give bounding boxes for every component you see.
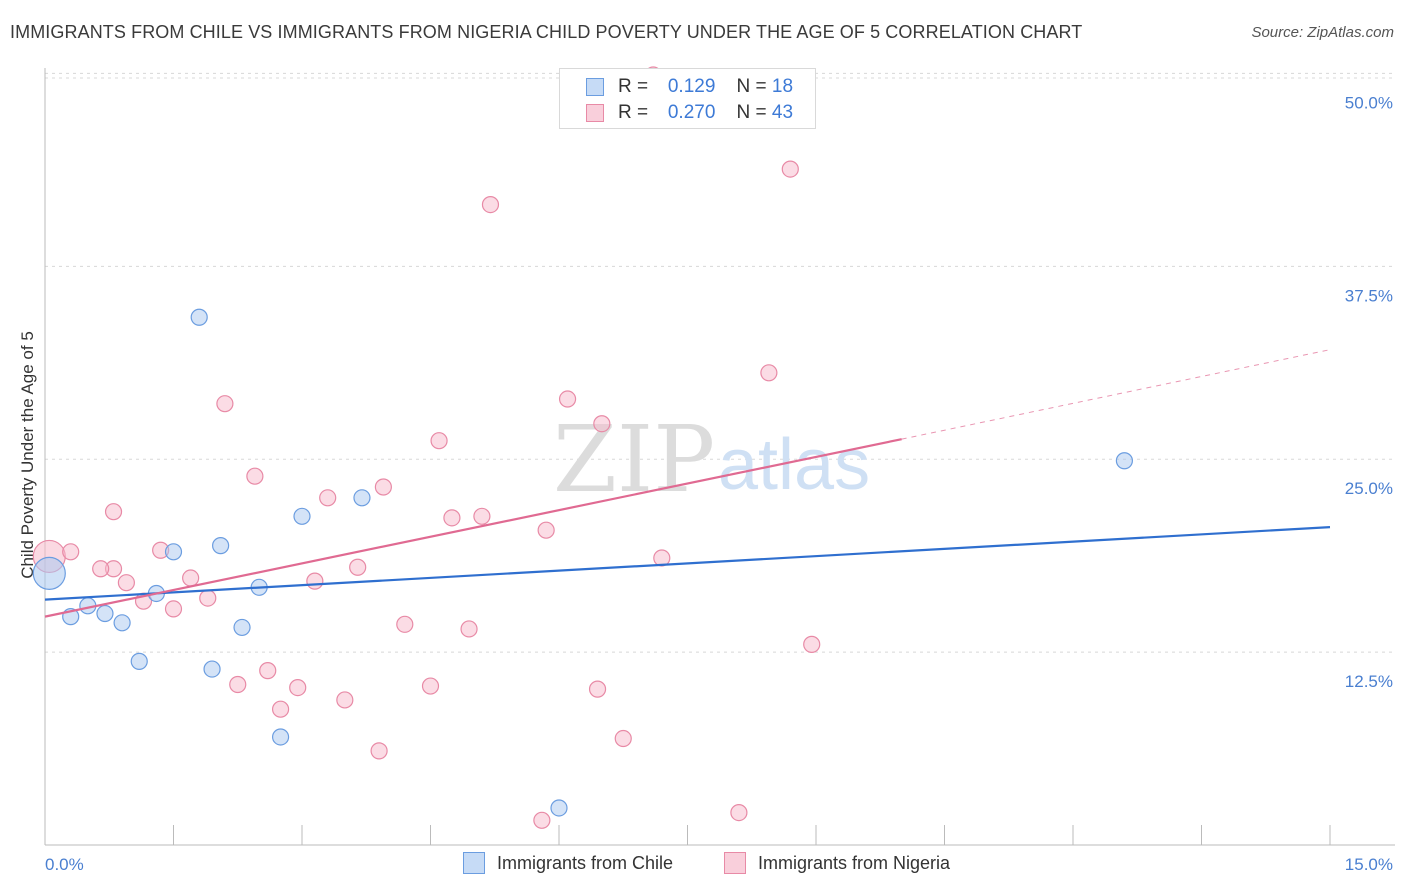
nigeria-point	[62, 543, 80, 561]
y-tick-label: 25.0%	[1345, 479, 1393, 498]
legend-swatch-nigeria	[586, 104, 604, 122]
x-tick-label: 0.0%	[45, 855, 84, 874]
x-tick-label: 15.0%	[1345, 855, 1393, 874]
chile-point	[32, 556, 66, 591]
legend-n-value-chile: 18	[771, 76, 794, 97]
chile-point	[550, 799, 568, 817]
nigeria-point	[430, 432, 448, 450]
chile-point	[96, 604, 114, 623]
nigeria-point	[730, 803, 748, 822]
legend-row-chile: R = 0.129 N = 18	[586, 74, 793, 100]
chile-point	[203, 660, 221, 678]
nigeria-point	[259, 662, 277, 680]
nigeria-point	[349, 558, 367, 576]
nigeria-point	[421, 677, 440, 695]
tick-labels: 12.5% 25.0% 37.5% 50.0% 0.0% 15.0%	[45, 93, 1393, 874]
legend-n-label: N =	[736, 76, 767, 97]
axes	[44, 68, 1395, 846]
nigeria-point	[229, 675, 247, 694]
legend-r-value-chile: 0.129	[667, 76, 716, 97]
chile-point	[353, 489, 371, 507]
nigeria-point	[319, 489, 337, 507]
legend-label-nigeria: Immigrants from Nigeria	[758, 852, 951, 873]
nigeria-point	[289, 678, 307, 697]
chile-point	[212, 537, 230, 555]
trend-lines	[44, 349, 1331, 618]
nigeria-point	[473, 507, 491, 525]
grid-lines	[45, 72, 1395, 653]
chile-point	[233, 618, 251, 637]
source-label: Source: ZipAtlas.com	[1251, 24, 1394, 41]
legend-swatch-chile	[586, 78, 604, 96]
legend-swatch-chile	[463, 852, 485, 874]
watermark-zip: ZIP	[553, 406, 715, 513]
nigeria-point	[588, 680, 607, 698]
series-legend: Immigrants from Chile Immigrants from Ni…	[0, 852, 1406, 878]
nigeria-point	[306, 572, 324, 590]
nigeria-point	[396, 615, 414, 633]
legend-r-label: R =	[618, 76, 649, 97]
nigeria-point	[117, 574, 135, 592]
nigeria-point	[593, 415, 611, 433]
nigeria-point	[216, 395, 234, 413]
nigeria-point	[443, 509, 461, 527]
nigeria-point	[537, 521, 555, 539]
chile-point	[293, 507, 311, 525]
nigeria-point	[370, 742, 388, 760]
nigeria-point	[781, 160, 799, 178]
nigeria-point	[164, 600, 183, 618]
nigeria-point	[182, 569, 200, 587]
trend-line-chile	[44, 526, 1331, 601]
legend-row-nigeria: R = 0.270 N = 43	[586, 100, 793, 126]
legend-r-label: R =	[618, 102, 649, 123]
chart-title: IMMIGRANTS FROM CHILE VS IMMIGRANTS FROM…	[10, 22, 1083, 42]
chile-point	[164, 543, 183, 561]
nigeria-point	[481, 195, 500, 214]
correlation-legend: R = 0.129 N = 18 R = 0.270 N = 43	[559, 68, 816, 129]
legend-n-value-nigeria: 43	[771, 102, 794, 123]
nigeria-point	[246, 467, 264, 485]
chile-point	[1115, 452, 1134, 470]
legend-n-label: N =	[736, 102, 767, 123]
nigeria-point	[374, 478, 392, 496]
chile-point	[113, 614, 131, 632]
legend-label-chile: Immigrants from Chile	[497, 852, 674, 873]
legend-item-chile[interactable]: Immigrants from Chile	[463, 852, 673, 874]
nigeria-point	[533, 811, 551, 829]
nigeria-point	[614, 729, 632, 748]
chile-point	[271, 728, 290, 746]
trend-line-nigeria-extension	[901, 349, 1331, 440]
chile-point	[130, 652, 148, 670]
nigeria-point	[460, 620, 478, 638]
legend-swatch-nigeria	[724, 852, 746, 874]
legend-r-value-nigeria: 0.270	[667, 102, 716, 123]
trend-line-nigeria	[44, 438, 902, 618]
data-points	[32, 66, 1134, 829]
nigeria-point	[271, 700, 290, 718]
nigeria-point	[803, 635, 821, 653]
y-tick-label: 37.5%	[1345, 286, 1393, 305]
nigeria-point	[336, 691, 354, 709]
nigeria-point	[558, 390, 577, 408]
watermark-atlas: atlas	[718, 425, 870, 505]
nigeria-point	[653, 549, 671, 567]
nigeria-point	[199, 589, 217, 607]
chile-point	[190, 308, 208, 326]
nigeria-point	[760, 364, 778, 382]
nigeria-point	[104, 503, 123, 521]
nigeria-point	[92, 560, 110, 578]
legend-item-nigeria[interactable]: Immigrants from Nigeria	[724, 852, 950, 874]
y-tick-label: 12.5%	[1345, 672, 1393, 691]
y-tick-label: 50.0%	[1345, 93, 1393, 112]
